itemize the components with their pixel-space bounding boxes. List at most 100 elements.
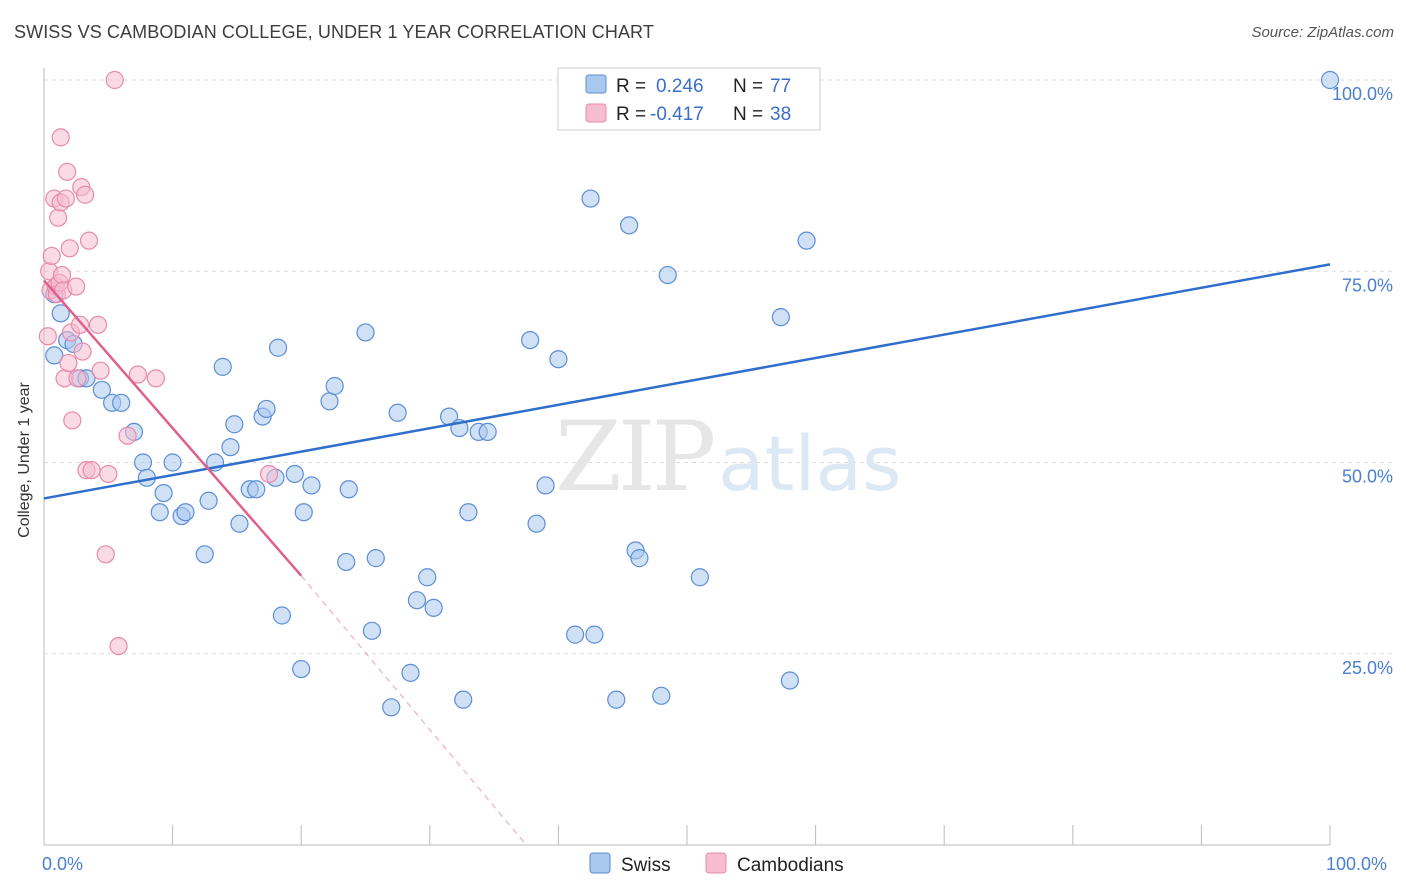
watermark-zip: ZIP [555, 401, 714, 513]
swiss-point-60 [581, 189, 600, 208]
gridlines [44, 79, 1392, 655]
swiss-point-42 [366, 549, 385, 568]
swiss-point-38 [337, 552, 356, 572]
swiss-point-46 [407, 591, 427, 610]
swiss-point-21 [213, 357, 232, 376]
cambodian-point-20 [67, 277, 86, 296]
series-legend: Swiss Cambodians [589, 852, 844, 876]
cambodian-point-22 [70, 315, 90, 334]
source-credit: Source: ZipAtlas.com [1251, 24, 1394, 41]
swiss-point-72 [797, 231, 816, 250]
chart-title: SWISS VS CAMBODIAN COLLEGE, UNDER 1 YEAR… [14, 22, 654, 42]
watermark: ZIP atlas [555, 401, 902, 513]
cambodian-point-24 [73, 342, 92, 361]
swiss-trend-line [43, 263, 1331, 500]
swiss-point-58 [549, 350, 568, 369]
swiss-point-69 [690, 568, 709, 587]
swiss-point-73 [1320, 70, 1340, 90]
swiss-point-70 [771, 308, 790, 327]
cambodian-point-35 [118, 426, 137, 445]
cambodian-point-30 [91, 361, 110, 380]
swiss-point-63 [607, 690, 626, 709]
swiss-point-18 [195, 545, 214, 564]
swiss-point-54 [478, 422, 497, 441]
swiss-point-11 [133, 453, 153, 472]
swiss-point-67 [652, 686, 671, 705]
cambodian-point-37 [146, 369, 165, 388]
series-legend-swatch-cam [705, 852, 727, 874]
cambodian-point-38 [259, 464, 279, 484]
legend-swatch-swiss [585, 74, 607, 94]
cambodian-point-36 [128, 365, 147, 384]
swiss-point-48 [424, 598, 443, 617]
swiss-point-71 [780, 671, 799, 690]
cambodian-point-33 [105, 70, 124, 90]
swiss-point-1 [45, 346, 64, 365]
x-tick-label-max: 100.0% [1326, 854, 1387, 874]
cambodian-point-29 [88, 315, 108, 334]
cambodian-trend-line [43, 279, 303, 577]
legend-n-label-cam: N = [733, 104, 763, 125]
cambodian-point-15 [58, 162, 77, 181]
swiss-point-17 [176, 503, 195, 522]
swiss-point-36 [320, 392, 339, 411]
swiss-point-31 [272, 606, 292, 625]
stats-legend: R = 0.246 N = 77 R = -0.417 N = 38 [557, 67, 821, 131]
x-tick-marks [43, 825, 1331, 845]
swiss-point-39 [339, 480, 358, 499]
series-legend-label-cam: Cambodians [737, 855, 844, 876]
legend-r-value-cam: -0.417 [650, 104, 704, 125]
cambodian-point-19 [63, 411, 82, 430]
y-tick-labels: 25.0% 50.0% 75.0% 100.0% [1332, 84, 1393, 678]
swiss-point-2 [51, 304, 70, 323]
swiss-point-19 [199, 491, 218, 510]
x-tick-label-min: 0.0% [42, 854, 83, 874]
cambodian-point-10 [51, 128, 70, 147]
legend-n-label-swiss: N = [733, 76, 763, 97]
swiss-point-44 [388, 403, 407, 422]
cambodian-point-27 [79, 231, 99, 250]
swiss-point-59 [566, 625, 585, 644]
swiss-point-34 [294, 503, 313, 522]
cambodian-point-25 [76, 185, 95, 204]
swiss-point-14 [154, 484, 173, 503]
swiss-point-35 [302, 476, 321, 495]
legend-r-label-swiss: R = [616, 76, 646, 97]
series-legend-swatch-swiss [589, 852, 611, 874]
y-tick-label-25: 25.0% [1342, 658, 1393, 678]
swiss-point-23 [225, 415, 244, 434]
swiss-points [45, 70, 1340, 717]
swiss-point-7 [92, 380, 111, 399]
x-tick-labels: 0.0% 100.0% [42, 854, 1387, 874]
watermark-atlas: atlas [718, 419, 902, 508]
trend-lines [43, 263, 1331, 846]
swiss-point-32 [285, 464, 304, 484]
swiss-point-37 [325, 376, 344, 396]
swiss-point-41 [362, 621, 382, 640]
cambodian-point-32 [99, 464, 118, 484]
cambodian-point-7 [49, 208, 68, 227]
legend-n-value-swiss: 77 [770, 76, 791, 97]
swiss-point-57 [536, 476, 555, 495]
cambodian-points [38, 70, 279, 656]
swiss-point-24 [230, 514, 249, 533]
swiss-point-47 [418, 568, 437, 587]
swiss-point-15 [163, 453, 182, 472]
cambodian-point-34 [109, 636, 128, 656]
swiss-point-33 [292, 659, 311, 679]
swiss-point-28 [257, 399, 276, 419]
y-tick-label-50: 50.0% [1342, 467, 1393, 487]
swiss-point-30 [268, 338, 288, 357]
cambodian-point-17 [60, 239, 79, 258]
y-tick-label-75: 75.0% [1342, 275, 1393, 295]
y-tick-label-100: 100.0% [1332, 84, 1393, 104]
series-legend-label-swiss: Swiss [621, 855, 671, 876]
cambodian-point-11 [52, 265, 72, 285]
swiss-point-43 [382, 698, 401, 717]
cambodian-point-16 [59, 353, 78, 373]
legend-swatch-cam [585, 103, 607, 123]
cambodian-point-3 [42, 246, 61, 266]
legend-r-label-cam: R = [616, 104, 646, 125]
swiss-point-55 [521, 331, 540, 350]
